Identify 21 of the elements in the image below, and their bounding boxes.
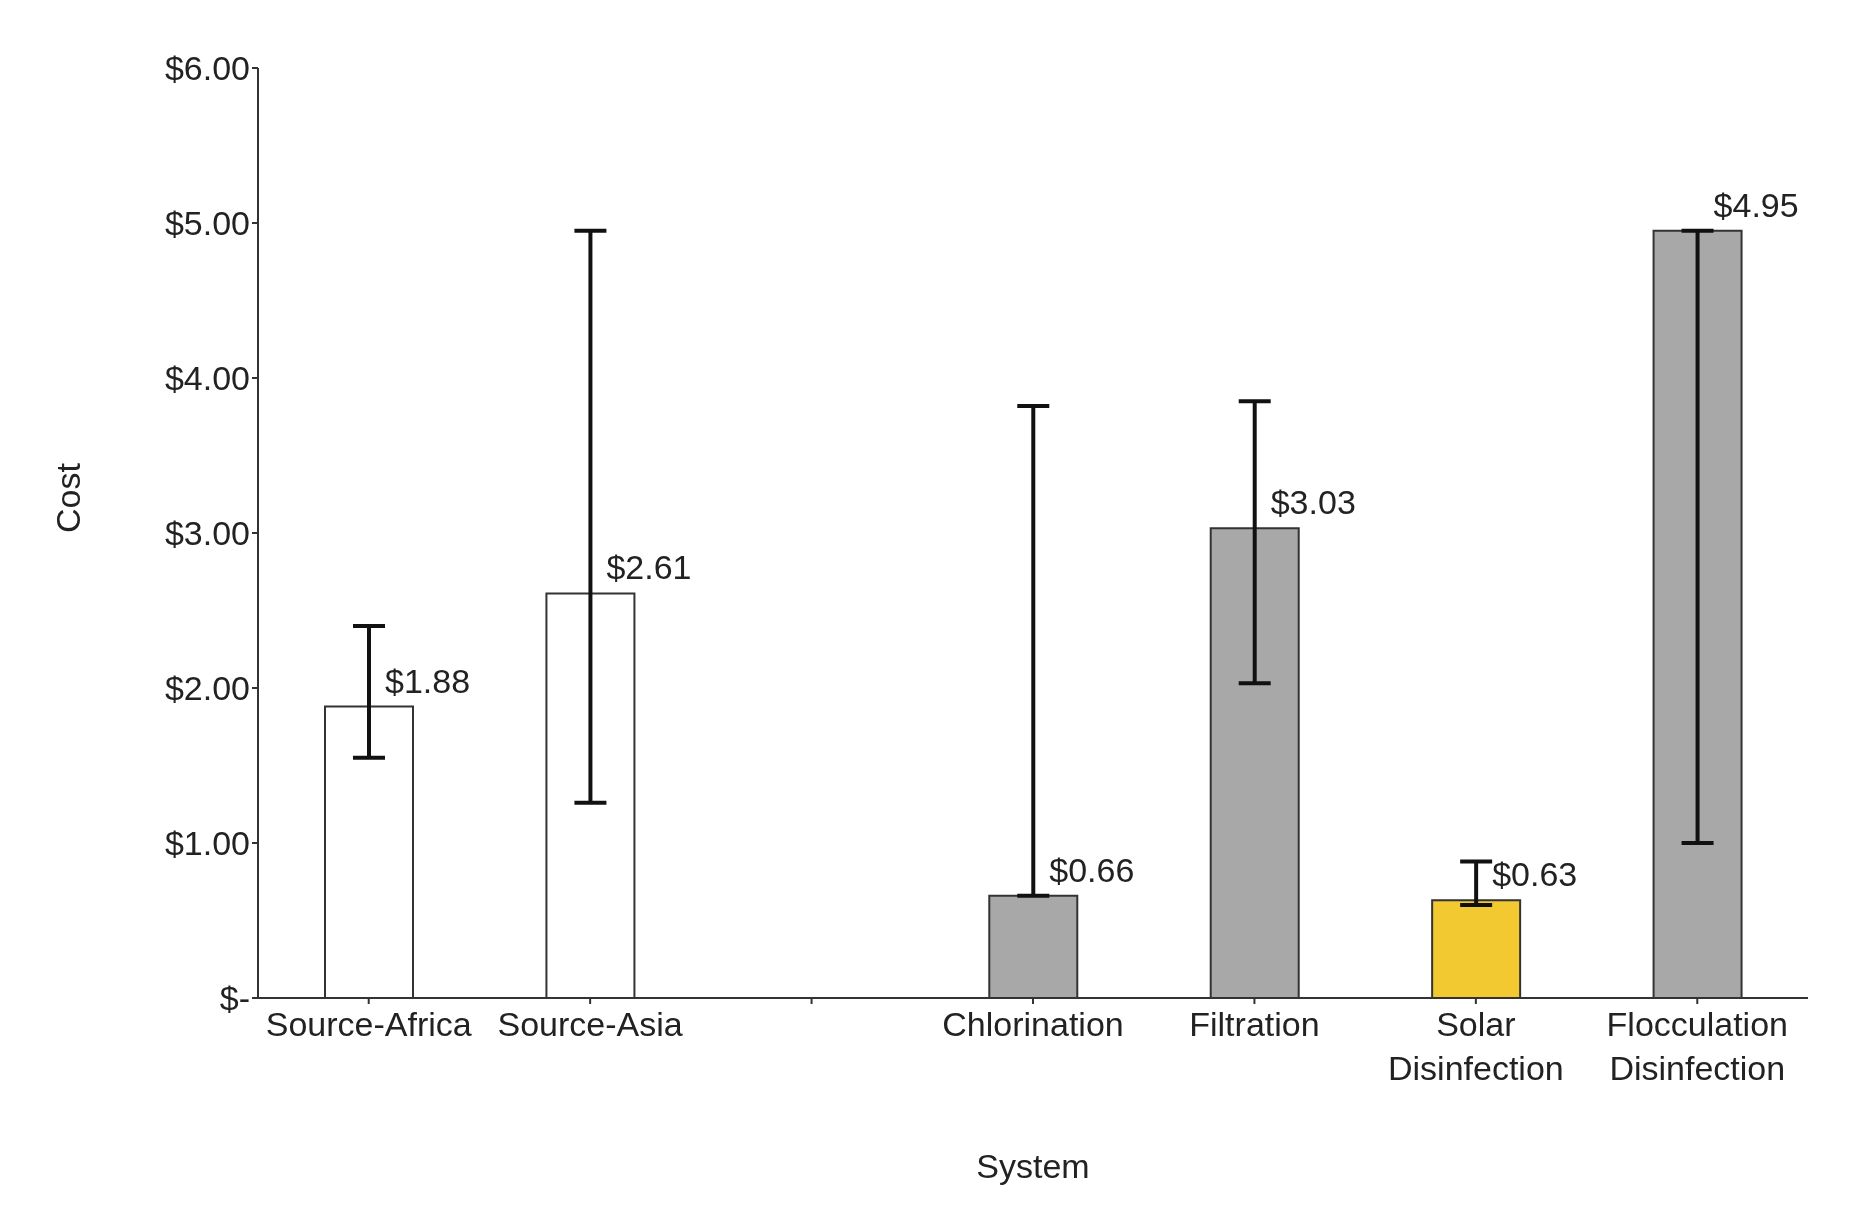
y-tick-label: $- [219, 979, 250, 1018]
y-tick-label: $6.00 [164, 49, 250, 88]
data-label: $4.95 [1713, 185, 1799, 224]
x-tick-label: Source-Asia [497, 1005, 683, 1043]
data-label: $0.66 [1049, 850, 1135, 889]
data-label: $1.88 [385, 661, 471, 700]
y-axis-title: Cost [49, 462, 88, 533]
data-label: $2.61 [606, 548, 692, 587]
x-axis-title: System [976, 1147, 1090, 1185]
x-tick-label: Chlorination [942, 1005, 1124, 1043]
x-tick-label: Source-Africa [265, 1005, 472, 1043]
y-tick-label: $4.00 [164, 359, 250, 398]
y-tick-label: $5.00 [164, 204, 250, 243]
data-label: $3.03 [1270, 483, 1356, 522]
x-tick-label: Solar Disinfection [1387, 1005, 1564, 1087]
data-label: $0.63 [1492, 855, 1578, 894]
y-tick-label: $3.00 [164, 514, 250, 553]
y-tick-label: $1.00 [164, 824, 250, 863]
x-tick-label: Filtration [1189, 1005, 1320, 1043]
x-tick-label: Flocculation Disinfection [1606, 1005, 1788, 1087]
y-tick-label: $2.00 [164, 669, 250, 708]
